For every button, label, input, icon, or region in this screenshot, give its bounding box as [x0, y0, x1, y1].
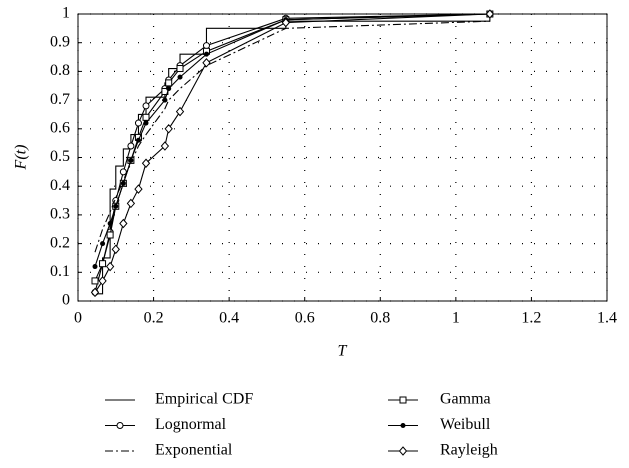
marker	[128, 157, 134, 163]
marker	[165, 79, 173, 87]
marker	[120, 180, 126, 186]
plot-frame	[77, 13, 608, 302]
marker	[202, 58, 211, 68]
marker	[119, 218, 128, 229]
y-tick-label: 0.9	[50, 33, 70, 50]
marker	[177, 74, 183, 80]
x-tick-label: 1.4	[597, 310, 617, 327]
y-tick-label: 0.3	[50, 206, 70, 223]
series-line	[94, 20, 490, 253]
marker	[141, 158, 151, 168]
marker	[142, 113, 150, 121]
x-tick-label: 1.2	[521, 310, 541, 327]
legend-marker	[400, 423, 406, 428]
y-tick-label: 0.1	[50, 263, 70, 280]
marker	[119, 168, 127, 176]
legend-marker	[398, 446, 408, 456]
marker	[92, 264, 98, 270]
x-tick-label: 0	[74, 310, 82, 327]
legend-label: Gamma	[440, 391, 491, 408]
x-tick-label: 0.4	[219, 310, 239, 327]
marker	[106, 231, 114, 239]
y-tick-label: 0	[62, 292, 70, 309]
legend-marker	[116, 422, 124, 429]
marker	[160, 141, 170, 151]
marker	[135, 137, 141, 143]
x-axis-label: T	[338, 343, 348, 360]
marker	[99, 260, 107, 268]
legend-label: Weibull	[440, 416, 491, 433]
marker	[203, 51, 209, 57]
marker	[134, 184, 143, 194]
marker	[126, 198, 136, 209]
marker	[134, 119, 142, 127]
marker	[142, 102, 150, 110]
x-tick-label: 0.2	[144, 310, 164, 327]
series-line	[94, 13, 490, 267]
marker	[162, 97, 168, 103]
legend-label: Empirical CDF	[155, 391, 253, 408]
x-tick-label: 0.6	[295, 310, 315, 327]
y-tick-label: 0.8	[50, 62, 70, 79]
x-tick-label: 0.8	[370, 310, 390, 327]
y-tick-label: 0.4	[50, 177, 70, 194]
y-tick-label: 0.2	[50, 234, 70, 251]
marker	[100, 241, 106, 247]
marker	[90, 287, 100, 298]
marker	[202, 42, 210, 50]
marker	[164, 124, 173, 134]
series-line	[95, 14, 491, 295]
marker	[111, 244, 120, 255]
marker	[105, 261, 115, 272]
marker	[107, 221, 113, 227]
legend-label: Exponential	[155, 442, 233, 459]
series-line	[94, 13, 490, 293]
marker	[113, 203, 119, 209]
y-tick-label: 0.6	[50, 119, 70, 136]
y-tick-label: 0.5	[50, 148, 70, 165]
legend-label: Lognormal	[155, 416, 227, 433]
legend-label: Rayleigh	[440, 442, 498, 459]
marker	[91, 277, 99, 285]
series-line	[94, 13, 490, 282]
y-axis-label: F(t)	[13, 145, 30, 171]
marker	[143, 120, 149, 126]
marker	[127, 142, 135, 150]
marker	[176, 65, 184, 73]
marker	[175, 106, 185, 117]
marker	[166, 86, 172, 92]
y-tick-label: 0.7	[50, 91, 70, 108]
marker	[281, 17, 290, 28]
y-tick-label: 1	[62, 5, 70, 22]
marker	[485, 9, 495, 19]
marker	[98, 276, 107, 286]
x-tick-label: 1	[452, 310, 460, 327]
legend-marker	[399, 396, 407, 404]
series-line	[94, 13, 490, 293]
